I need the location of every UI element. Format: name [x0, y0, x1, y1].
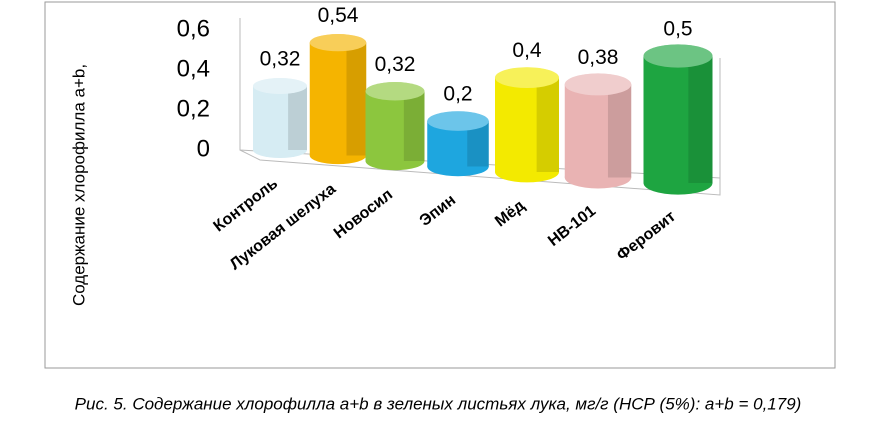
bar-top-highlight	[564, 73, 632, 96]
bar-shade	[403, 91, 425, 161]
bar-top	[495, 67, 559, 88]
bar-top	[564, 73, 632, 96]
bar	[495, 77, 559, 172]
value-label: 0,5	[663, 18, 692, 41]
chart-frame	[44, 1, 836, 369]
bar-top-highlight	[643, 44, 713, 68]
value-label: 0,54	[318, 4, 359, 27]
bar-shade	[536, 77, 559, 172]
bar	[564, 84, 632, 178]
bar-top-highlight	[309, 34, 367, 52]
bar-top	[253, 78, 307, 94]
y-tick-label: 0,4	[177, 55, 210, 82]
bar	[643, 56, 713, 183]
value-label: 0,38	[578, 46, 619, 69]
bar	[365, 91, 425, 161]
floor	[239, 149, 721, 196]
value-label: 0,2	[443, 83, 472, 106]
value-label: 0,32	[375, 53, 416, 76]
bar-top	[643, 44, 713, 68]
y-tick-label: 0	[197, 135, 210, 162]
bar-top	[365, 82, 425, 101]
y-tick-label: 0,2	[177, 95, 210, 122]
bar	[253, 86, 307, 150]
bar	[309, 42, 367, 156]
y-tick-label: 0,6	[177, 15, 210, 42]
bar-shade	[688, 56, 713, 183]
caption: Рис. 5. Содержание хлорофилла a+b в зеле…	[75, 394, 802, 413]
value-label: 0,4	[512, 39, 542, 62]
bar-shade	[346, 42, 367, 156]
bar-top-highlight	[427, 111, 489, 131]
bar-shade	[288, 86, 307, 150]
value-label: 0,32	[260, 48, 301, 71]
bar-top	[427, 111, 489, 131]
bar-top	[309, 34, 367, 52]
bar-top-highlight	[495, 67, 559, 88]
bar-top-highlight	[365, 82, 425, 101]
bar-shade	[467, 121, 489, 167]
y-axis-label: Содержание хлорофилла a+b,	[69, 64, 88, 306]
bar-top-highlight	[253, 78, 307, 94]
bar-shade	[607, 84, 632, 178]
